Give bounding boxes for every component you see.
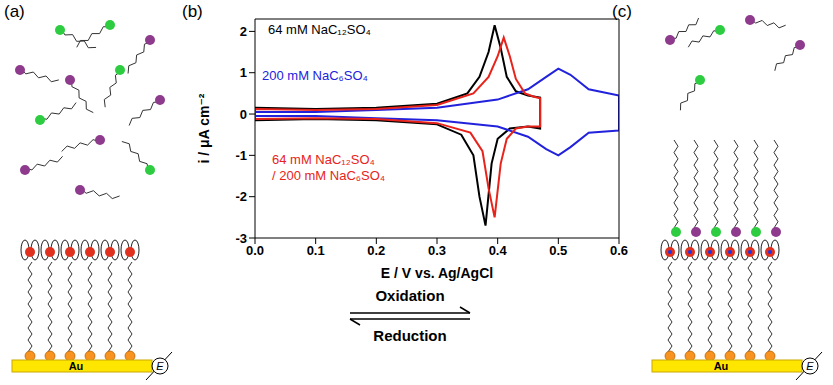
svg-text:E: E bbox=[156, 360, 164, 372]
html-text:64 mM NaC₁₂SO₄: 64 mM NaC₁₂SO₄ bbox=[272, 152, 375, 167]
svg-text:0: 0 bbox=[240, 107, 247, 122]
svg-text:Au: Au bbox=[714, 360, 729, 372]
svg-text:Oxidation: Oxidation bbox=[375, 287, 444, 304]
html-text:(b): (b) bbox=[182, 2, 203, 21]
svg-text:0.5: 0.5 bbox=[549, 243, 567, 258]
svg-text:E / V vs. Ag/AgCl: E / V vs. Ag/AgCl bbox=[381, 265, 493, 281]
svg-text:0.0: 0.0 bbox=[246, 243, 264, 258]
svg-text:Au: Au bbox=[69, 360, 84, 372]
svg-text:E: E bbox=[806, 360, 814, 372]
svg-text:-1: -1 bbox=[235, 148, 247, 163]
svg-text:0.6: 0.6 bbox=[610, 243, 628, 258]
svg-text:-3: -3 bbox=[235, 231, 247, 246]
svg-text:1: 1 bbox=[240, 65, 247, 80]
svg-text:-2: -2 bbox=[235, 189, 247, 204]
html-text:/ 200 mM NaC₆SO₄: / 200 mM NaC₆SO₄ bbox=[272, 168, 386, 183]
html-text:(a): (a) bbox=[4, 2, 25, 21]
svg-text:0.1: 0.1 bbox=[307, 243, 325, 258]
html-text:(c): (c) bbox=[612, 2, 632, 21]
svg-text:2: 2 bbox=[240, 24, 247, 39]
svg-text:Reduction: Reduction bbox=[373, 327, 446, 344]
svg-text:0.3: 0.3 bbox=[428, 243, 446, 258]
html-text:64 mM NaC₁₂SO₄: 64 mM NaC₁₂SO₄ bbox=[268, 22, 371, 37]
svg-text:0.2: 0.2 bbox=[367, 243, 385, 258]
svg-text:i / μA cm⁻²: i / μA cm⁻² bbox=[196, 93, 212, 163]
svg-text:0.4: 0.4 bbox=[489, 243, 508, 258]
html-text:200 mM NaC₆SO₄: 200 mM NaC₆SO₄ bbox=[262, 68, 368, 83]
